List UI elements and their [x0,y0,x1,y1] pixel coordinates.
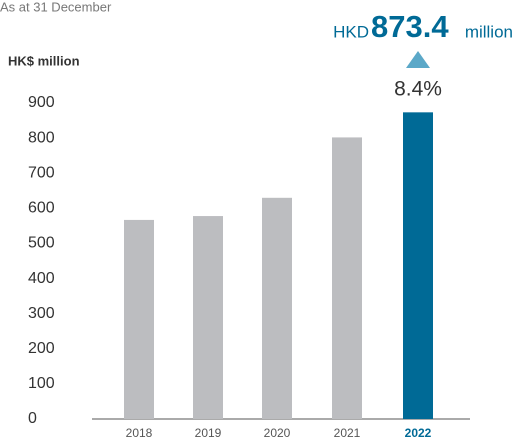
bar [262,197,292,419]
bar [193,216,223,419]
y-tick-label: 800 [28,129,55,146]
bar [403,112,433,420]
y-tick-label: 400 [28,270,55,287]
x-tick-label: 2020 [264,426,291,438]
subtitle: As at 31 December [0,0,112,14]
y-axis-label: HK$ million [8,53,80,68]
annotation-suffix: million [465,22,513,41]
x-tick-label: 2018 [126,426,153,438]
x-tick-label: 2022 [405,426,432,438]
y-tick-label: 900 [28,94,55,111]
change-label: 8.4% [394,78,442,101]
y-tick-label: 100 [28,375,55,392]
annotation-value: 873.4 [371,9,449,44]
y-tick-label: 200 [28,340,55,357]
change-arrow [406,51,430,68]
y-tick-label: 600 [28,200,55,217]
x-tick-label: 2021 [334,426,361,438]
y-tick-label: 0 [28,410,37,427]
bar [124,219,154,419]
bar [332,137,362,420]
y-tick-label: 700 [28,164,55,181]
x-tick-label: 2019 [195,426,222,438]
annotation-prefix: HKD [333,22,369,41]
y-tick-label: 300 [28,305,55,322]
y-tick-label: 500 [28,235,55,252]
